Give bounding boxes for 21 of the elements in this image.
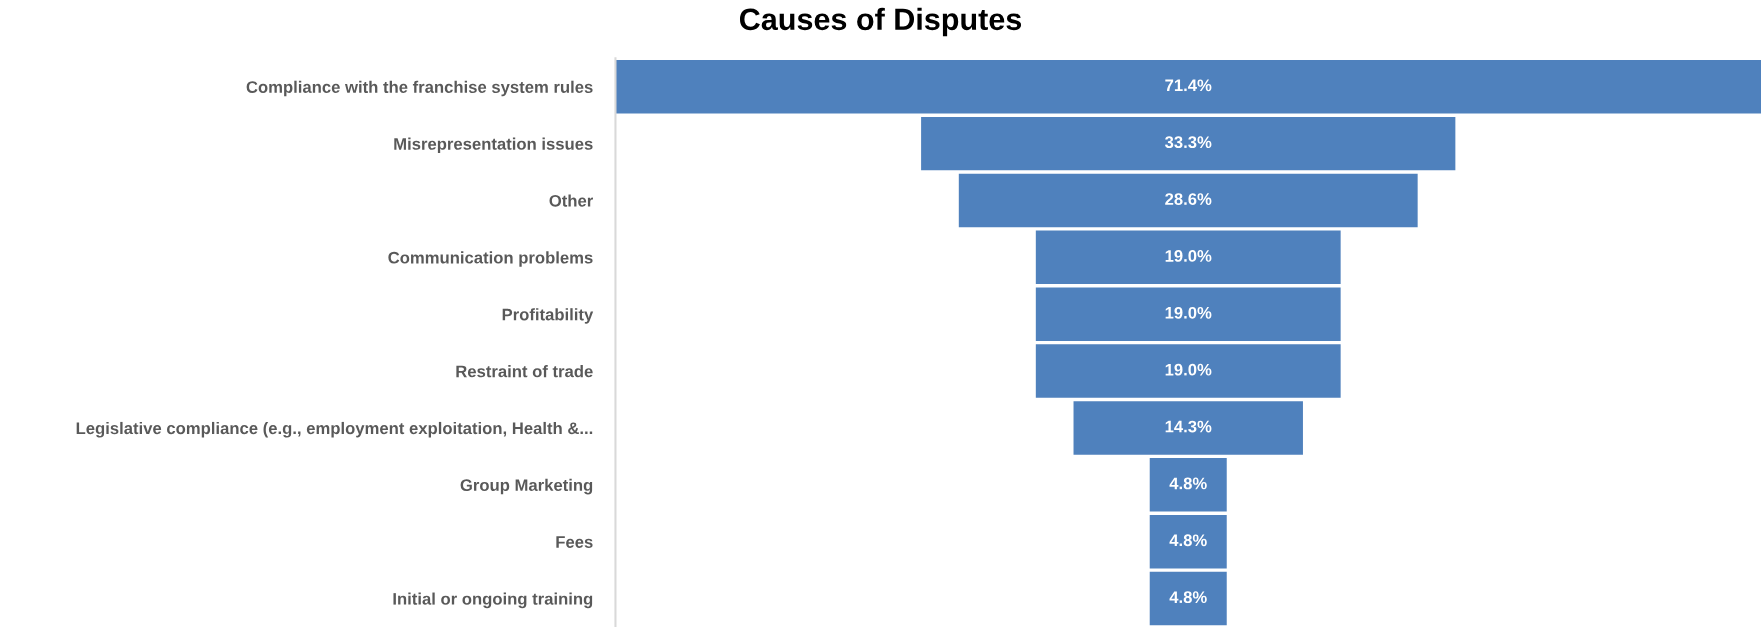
text: Causes of Disputes <box>739 7 1022 37</box>
data-label: 4.8% <box>1169 477 1207 490</box>
data-label: 19.0% <box>1165 363 1212 376</box>
data-label: 71.4% <box>1165 79 1212 92</box>
category-label: Compliance with the franchise system rules <box>246 80 593 97</box>
category-label: Communication problems <box>388 251 593 267</box>
data-label: 4.8% <box>1169 534 1207 547</box>
category-label: Profitability <box>502 308 594 324</box>
data-label: 19.0% <box>1165 306 1212 319</box>
category-label: Other <box>549 194 593 207</box>
data-label: 14.3% <box>1165 420 1212 433</box>
category-label: Restraint of trade <box>456 365 593 378</box>
category-label: Fees <box>556 536 593 548</box>
data-label: 28.6% <box>1165 193 1212 205</box>
data-label: 4.8% <box>1169 591 1207 604</box>
data-label: 33.3% <box>1164 136 1212 149</box>
category-label: Legislative compliance (e.g., employment exploitation, Health &... <box>76 421 593 438</box>
category-label: Initial or ongoing training <box>393 592 593 609</box>
category-label: Misrepresentation issues <box>394 137 593 154</box>
data-label: 19.0% <box>1165 250 1212 262</box>
category-label: Group Marketing <box>460 478 593 495</box>
